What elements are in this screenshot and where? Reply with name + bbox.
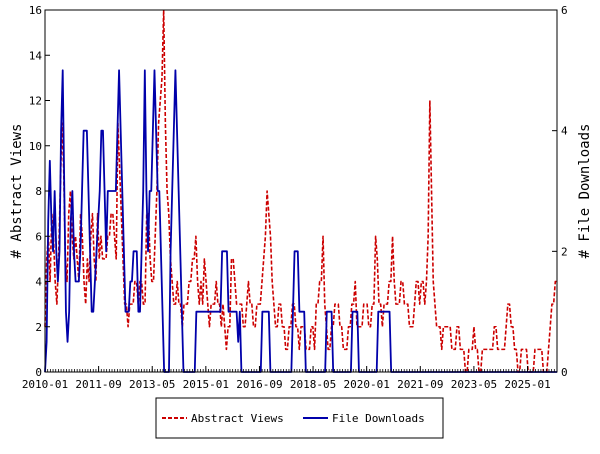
y-left-tick-label: 16	[29, 4, 42, 17]
y-left-axis-title: # Abstract Views	[9, 124, 25, 259]
x-tick-label: 2020-01	[343, 378, 389, 391]
y-right-tick-label: 6	[561, 4, 568, 17]
y-left-tick-label: 6	[35, 230, 42, 243]
y-left-tick-label: 12	[29, 95, 42, 108]
x-tick-label: 2016-09	[236, 378, 282, 391]
x-tick-label: 2015-01	[183, 378, 229, 391]
y-right-axis-title: # File Downloads	[577, 124, 593, 259]
y-left-tick-label: 14	[29, 49, 43, 62]
y-right-tick-label: 2	[561, 245, 568, 258]
legend-label: Abstract Views	[191, 412, 284, 425]
y-left-tick-label: 4	[35, 276, 42, 289]
y-left-tick-label: 2	[35, 321, 42, 334]
series-line-abstract-views	[44, 9, 557, 373]
legend-box: Abstract Views File Downloads	[155, 397, 444, 439]
legend-entry-abstract-views: Abstract Views	[162, 412, 284, 425]
x-tick-label: 2021-09	[397, 378, 443, 391]
legend-label: File Downloads	[332, 412, 425, 425]
x-tick-label: 2013-05	[129, 378, 175, 391]
legend-entry-file-downloads: File Downloads	[303, 412, 425, 425]
legend-frame	[155, 397, 444, 439]
y-left-tick-label: 0	[35, 366, 42, 379]
y-left-tick-label: 8	[35, 185, 42, 198]
x-tick-label: 2018-05	[290, 378, 336, 391]
x-tick-label: 2010-01	[22, 378, 68, 391]
x-minor-ticks	[44, 369, 558, 372]
y-right-tick-label: 0	[561, 366, 568, 379]
y-right-tick-label: 4	[561, 125, 568, 138]
plot-layer	[44, 9, 557, 373]
x-tick-label: 2023-05	[451, 378, 497, 391]
x-tick-label: 2011-09	[75, 378, 121, 391]
y-left-tick-label: 10	[29, 140, 42, 153]
axes-layer: 2010-01 2011-09 2013-05 2015-01 2016-09 2018-…	[9, 4, 593, 391]
x-tick-label: 2025-01	[504, 378, 550, 391]
